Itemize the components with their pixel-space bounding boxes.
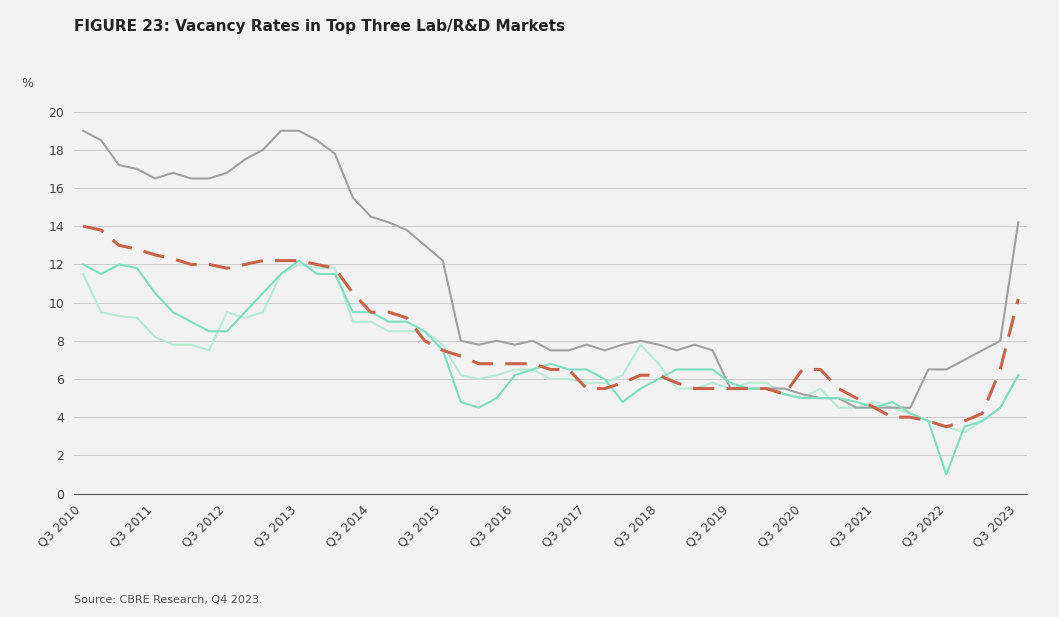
Boston-Cambridge: [688, 385, 701, 392]
Text: FIGURE 23: Vacancy Rates in Top Three Lab/R&D Markets: FIGURE 23: Vacancy Rates in Top Three La…: [74, 19, 566, 33]
San Francisco Bay Area: [616, 341, 629, 349]
Boston-Cambridge: [634, 341, 647, 349]
Line: Boston-Cambridge: Boston-Cambridge: [83, 265, 1019, 433]
San Francisco Bay Area: [850, 404, 863, 412]
Composite: [670, 379, 683, 386]
San Diego: [1012, 371, 1025, 379]
Line: Composite: Composite: [83, 226, 1019, 427]
San Francisco Bay Area: [634, 337, 647, 344]
Text: Source: CBRE Research, Q4 2023.: Source: CBRE Research, Q4 2023.: [74, 595, 263, 605]
San Francisco Bay Area: [328, 150, 341, 157]
Composite: [940, 423, 953, 431]
San Diego: [634, 385, 647, 392]
San Diego: [688, 366, 701, 373]
San Diego: [814, 394, 827, 402]
Boston-Cambridge: [292, 261, 305, 268]
Boston-Cambridge: [814, 385, 827, 392]
Boston-Cambridge: [652, 360, 665, 368]
Text: %: %: [22, 77, 34, 89]
San Francisco Bay Area: [76, 127, 89, 135]
San Diego: [346, 308, 359, 316]
Boston-Cambridge: [1012, 371, 1025, 379]
Composite: [616, 379, 629, 386]
San Diego: [292, 257, 305, 264]
Composite: [634, 371, 647, 379]
Composite: [1012, 295, 1025, 302]
San Francisco Bay Area: [796, 391, 809, 398]
Boston-Cambridge: [346, 318, 359, 325]
Composite: [904, 413, 917, 421]
Boston-Cambridge: [76, 270, 89, 278]
San Francisco Bay Area: [1012, 218, 1025, 226]
San Diego: [706, 366, 719, 373]
San Diego: [76, 261, 89, 268]
San Francisco Bay Area: [670, 347, 683, 354]
Legend: Boston-Cambridge, San Francisco Bay Area, San Diego, Composite: Boston-Cambridge, San Francisco Bay Area…: [229, 612, 873, 617]
Line: San Diego: San Diego: [83, 260, 1019, 474]
San Francisco Bay Area: [922, 366, 935, 373]
Boston-Cambridge: [706, 379, 719, 386]
Line: San Francisco Bay Area: San Francisco Bay Area: [83, 131, 1019, 408]
Composite: [328, 265, 341, 272]
San Diego: [652, 375, 665, 383]
Composite: [796, 366, 809, 373]
San Diego: [940, 471, 953, 478]
Composite: [76, 223, 89, 230]
Boston-Cambridge: [958, 429, 971, 436]
